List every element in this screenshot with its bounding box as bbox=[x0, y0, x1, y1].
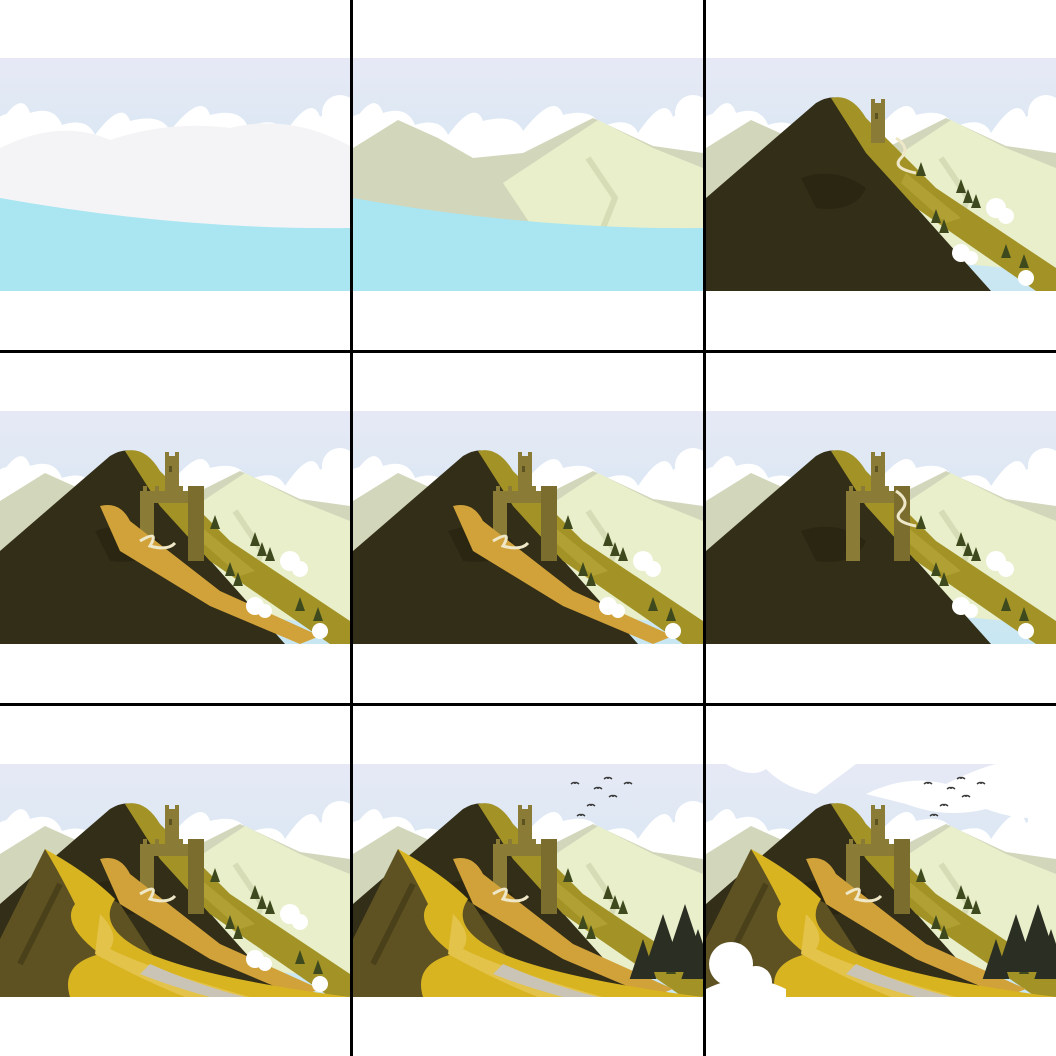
birds bbox=[570, 776, 633, 817]
lake bbox=[353, 198, 703, 291]
storyboard-panel-8 bbox=[353, 706, 703, 1056]
snow-plain bbox=[0, 123, 350, 234]
dark-peak bbox=[706, 97, 991, 291]
birds bbox=[923, 776, 986, 817]
snow-patches bbox=[246, 904, 328, 992]
golden-road bbox=[398, 849, 703, 997]
winding-path bbox=[895, 136, 917, 175]
golden-ridge bbox=[100, 505, 320, 644]
sky-clouds bbox=[726, 764, 1056, 818]
foreground-pines bbox=[629, 904, 703, 979]
foreground-pines bbox=[982, 904, 1056, 979]
trees bbox=[916, 162, 1029, 268]
panel-illustration bbox=[0, 764, 350, 997]
storyboard-panel-4 bbox=[0, 353, 350, 703]
winding-path bbox=[895, 489, 917, 528]
golden-ridge bbox=[806, 858, 1026, 997]
snow-patches bbox=[952, 198, 1034, 286]
grid-divider-horizontal bbox=[0, 350, 1056, 353]
storyboard-panel-1 bbox=[0, 0, 350, 350]
grid-divider-vertical bbox=[350, 0, 353, 1056]
panel-illustration bbox=[353, 58, 703, 291]
golden-ridge bbox=[453, 858, 673, 997]
foreground-clouds bbox=[706, 942, 786, 997]
storyboard-panel-7 bbox=[0, 706, 350, 1056]
grid-divider-vertical bbox=[703, 0, 706, 1056]
golden-road bbox=[751, 849, 1056, 997]
panel-illustration bbox=[706, 764, 1056, 997]
storyboard-panel-5 bbox=[353, 353, 703, 703]
trees bbox=[563, 515, 676, 621]
storyboard-panel-3 bbox=[706, 0, 1056, 350]
storyboard-panel-2 bbox=[353, 0, 703, 350]
golden-ridge bbox=[453, 505, 673, 644]
storyboard-panel-9 bbox=[706, 706, 1056, 1056]
lit-slope bbox=[831, 97, 1056, 291]
trees bbox=[916, 515, 1029, 621]
panel-illustration bbox=[706, 58, 1056, 291]
trees bbox=[210, 868, 323, 974]
grid-divider-horizontal bbox=[0, 703, 1056, 706]
golden-road bbox=[45, 849, 350, 997]
snow-patches bbox=[246, 551, 328, 639]
snow-patches bbox=[952, 551, 1034, 639]
snow-patches bbox=[599, 551, 681, 639]
panel-illustration bbox=[353, 411, 703, 644]
panel-illustration bbox=[706, 411, 1056, 644]
golden-ridge bbox=[100, 858, 320, 997]
panel-illustration bbox=[353, 764, 703, 997]
storyboard-panel-6 bbox=[706, 353, 1056, 703]
trees bbox=[210, 515, 323, 621]
panel-illustration bbox=[0, 58, 350, 291]
panel-illustration bbox=[0, 411, 350, 644]
tower bbox=[871, 99, 885, 143]
lake bbox=[0, 198, 350, 291]
